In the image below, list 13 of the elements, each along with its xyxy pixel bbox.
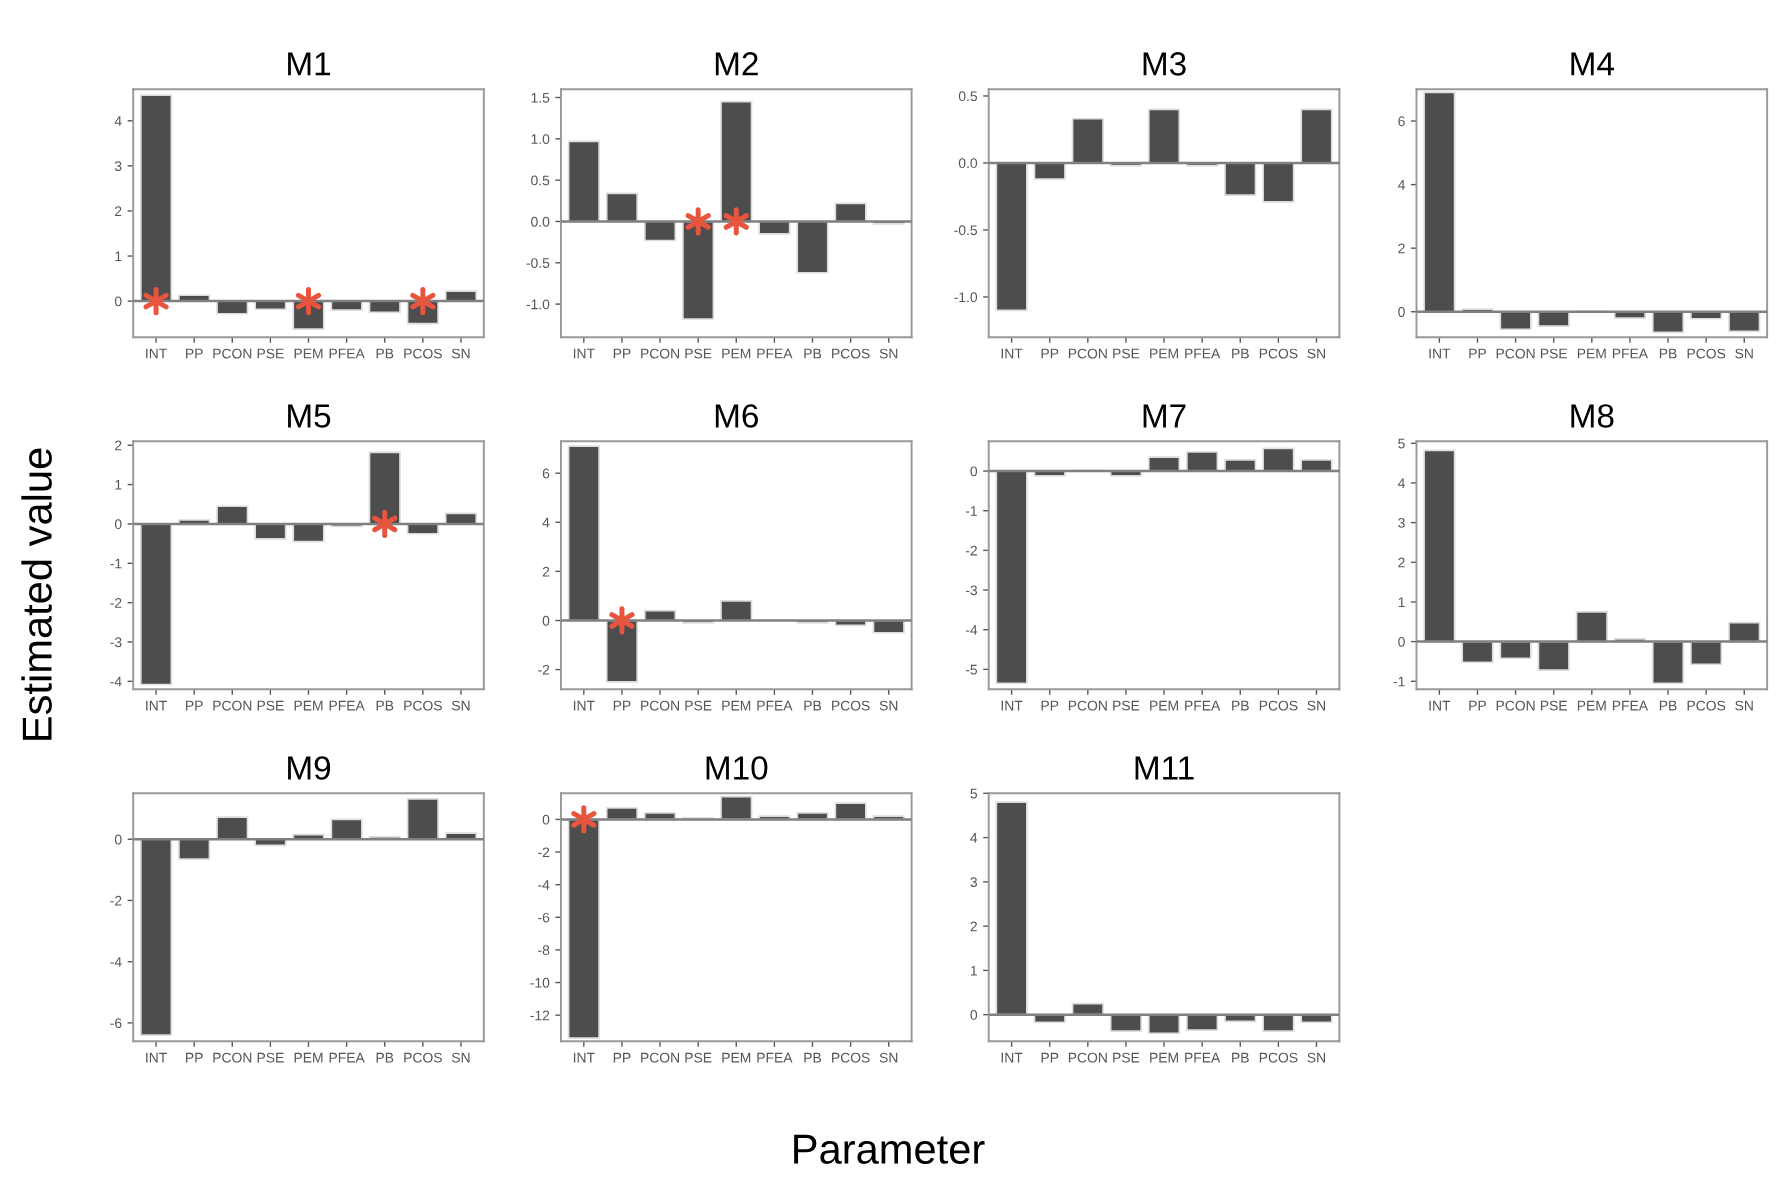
chart-title: M1	[288, 52, 331, 76]
chart-title: M10	[706, 756, 768, 780]
chart-title: M4	[1571, 52, 1614, 76]
y-axis-title: Estimated value	[21, 448, 52, 740]
chart-title: M11	[1135, 756, 1194, 780]
chart-title: M8	[1571, 404, 1614, 428]
chart-title: M7	[1143, 404, 1186, 428]
x-axis-title: Parameter	[794, 1134, 985, 1164]
chart-title: M6	[715, 404, 758, 428]
chart-title: M9	[288, 756, 331, 780]
chart-title: M2	[715, 52, 758, 76]
chart-title: M5	[288, 404, 331, 428]
chart-title: M3	[1143, 52, 1186, 76]
